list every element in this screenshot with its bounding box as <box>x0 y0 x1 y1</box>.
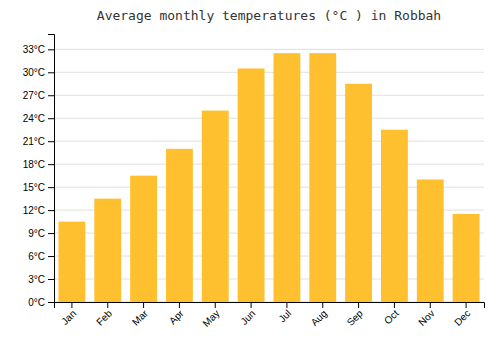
x-tick-label: Jun <box>238 308 257 327</box>
x-tick-label: Apr <box>167 307 186 326</box>
y-tick-label: 33°C <box>23 44 45 55</box>
y-tick-mark <box>48 256 54 257</box>
grid-line <box>54 118 484 119</box>
bar <box>273 53 300 302</box>
y-tick: 24°C <box>23 113 54 124</box>
x-tick-label: Sep <box>345 307 366 328</box>
bar <box>202 111 229 302</box>
y-tick-label: 6°C <box>28 251 45 262</box>
x-axis-line <box>55 303 485 309</box>
bar <box>238 68 265 302</box>
y-tick-mark <box>48 118 54 119</box>
x-tick-mark <box>430 302 431 308</box>
y-tick-label: 3°C <box>28 274 45 285</box>
x-tick-mark <box>286 302 287 308</box>
y-tick-label: 12°C <box>23 205 45 216</box>
x-tick-label: May <box>200 308 221 329</box>
x-tick: Jun <box>238 302 257 327</box>
bar <box>166 149 193 302</box>
y-tick-mark <box>48 279 54 280</box>
y-tick-label: 15°C <box>23 182 45 193</box>
bar <box>309 53 336 302</box>
y-tick-label: 18°C <box>23 159 45 170</box>
x-tick-mark <box>394 302 395 308</box>
y-tick-label: 9°C <box>28 228 45 239</box>
y-tick-label: 0°C <box>28 297 45 308</box>
y-tick: 0°C <box>28 297 54 308</box>
y-tick-mark <box>48 210 54 211</box>
x-tick: Aug <box>309 302 329 328</box>
x-tick: Nov <box>416 302 436 328</box>
x-tick-label: Nov <box>416 308 436 328</box>
x-tick-mark <box>179 302 180 308</box>
y-tick-mark <box>48 302 54 303</box>
y-tick: 30°C <box>23 67 54 78</box>
y-tick: 21°C <box>23 136 54 147</box>
x-tick-mark <box>107 302 108 308</box>
y-tick: 15°C <box>23 182 54 193</box>
x-tick-label: Dec <box>452 308 472 328</box>
x-tick-label: Mar <box>130 307 150 327</box>
grid-line <box>54 49 484 50</box>
bar <box>58 222 85 302</box>
grid-line <box>54 72 484 73</box>
chart-svg: 0°C 3°C 6°C 9°C 12°C 15°C 18°C 21°C 24°C 27°C 30°C… <box>0 0 500 350</box>
chart-container: 0°C 3°C 6°C 9°C 12°C 15°C 18°C 21°C 24°C 27°C 30°C… <box>0 0 500 350</box>
y-tick-label: 24°C <box>23 113 45 124</box>
x-tick: Dec <box>452 302 472 328</box>
y-tick-label: 27°C <box>23 90 45 101</box>
bar <box>381 130 408 302</box>
y-tick: 18°C <box>23 159 54 170</box>
x-tick: Sep <box>345 302 366 328</box>
y-tick-mark <box>48 141 54 142</box>
title: Average monthly temperatures (°C ) in Ro… <box>97 8 441 23</box>
y-tick-mark <box>48 49 54 50</box>
y-tick-mark <box>48 164 54 165</box>
y-axis: 0°C 3°C 6°C 9°C 12°C 15°C 18°C 21°C 24°C 27°C 30°C… <box>23 35 55 308</box>
bar <box>453 214 480 302</box>
x-tick-mark <box>251 302 252 308</box>
y-axis-line <box>48 35 55 303</box>
grid <box>54 49 484 302</box>
bar <box>94 199 121 302</box>
x-tick-label: Jul <box>276 308 293 325</box>
x-tick-mark <box>358 302 359 308</box>
y-tick-mark <box>48 95 54 96</box>
y-tick: 27°C <box>23 90 54 101</box>
x-tick-mark <box>322 302 323 308</box>
y-tick-mark <box>48 72 54 73</box>
x-tick-mark <box>71 302 72 308</box>
grid-line <box>54 95 484 96</box>
x-tick: Feb <box>94 302 114 328</box>
x-tick: Mar <box>130 302 150 328</box>
x-tick-mark <box>466 302 467 308</box>
y-tick-mark <box>48 187 54 188</box>
y-tick: 12°C <box>23 205 54 216</box>
x-tick-label: Aug <box>309 308 329 328</box>
y-tick-label: 21°C <box>23 136 45 147</box>
x-axis: Jan Feb Mar Apr May Jun Jul Aug Sep Oct Nov Dec <box>55 302 485 329</box>
x-tick: Jan <box>59 302 78 327</box>
y-tick-label: 30°C <box>23 67 45 78</box>
x-tick-label: Jan <box>59 308 78 327</box>
x-tick-label: Feb <box>94 307 114 327</box>
y-tick: 6°C <box>28 251 54 262</box>
y-tick: 3°C <box>28 274 54 285</box>
bar <box>345 84 372 302</box>
x-tick-label: Oct <box>382 308 401 327</box>
x-tick-mark <box>143 302 144 308</box>
x-tick: Jul <box>276 302 293 324</box>
plot-area <box>58 53 479 302</box>
y-tick: 9°C <box>28 228 54 239</box>
x-tick: Apr <box>167 302 186 326</box>
bar <box>417 179 444 302</box>
y-tick: 33°C <box>23 44 54 55</box>
x-tick: May <box>200 302 221 329</box>
grid-line <box>54 164 484 165</box>
x-tick: Oct <box>382 302 401 326</box>
grid-line <box>54 141 484 142</box>
y-tick-mark <box>48 233 54 234</box>
x-tick-mark <box>215 302 216 308</box>
bar <box>130 176 157 302</box>
